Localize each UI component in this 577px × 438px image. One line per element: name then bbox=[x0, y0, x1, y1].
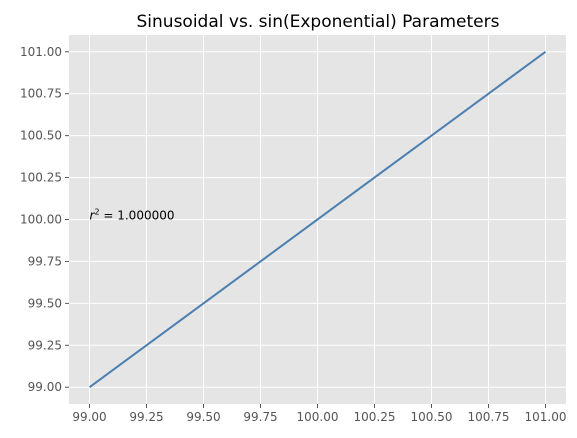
x-tick-label: 99.25 bbox=[129, 410, 163, 424]
y-tick-label: 99.75 bbox=[28, 254, 62, 268]
x-tick-label: 99.00 bbox=[72, 410, 106, 424]
x-tick-label: 100.25 bbox=[353, 410, 395, 424]
y-axis: 99.00 99.25 99.50 99.75 100.00 100.25 100.50 10… bbox=[20, 45, 69, 394]
chart-title: Sinusoidal vs. sin(Exponential) Paramete… bbox=[137, 12, 500, 32]
y-tick-label: 101.00 bbox=[20, 45, 62, 59]
x-tick-label: 101.00 bbox=[524, 410, 566, 424]
y-tick-label: 100.75 bbox=[20, 87, 62, 101]
x-axis: 99.00 99.25 99.50 99.75 100.00 100.25 100.50 10… bbox=[72, 404, 566, 424]
x-tick-label: 100.00 bbox=[297, 410, 339, 424]
y-tick-label: 100.25 bbox=[20, 171, 62, 185]
r-squared-annotation: r2 = 1.000000 bbox=[90, 208, 175, 223]
y-tick-label: 99.00 bbox=[28, 380, 62, 394]
x-tick-label: 100.50 bbox=[410, 410, 452, 424]
y-tick-label: 99.25 bbox=[28, 338, 62, 352]
x-tick-label: 99.50 bbox=[186, 410, 220, 424]
y-tick-label: 100.00 bbox=[20, 213, 62, 227]
y-tick-label: 99.50 bbox=[28, 296, 62, 310]
r-squared-value: = 1.000000 bbox=[100, 209, 175, 223]
y-tick-label: 100.50 bbox=[20, 129, 62, 143]
x-tick-label: 100.75 bbox=[467, 410, 509, 424]
x-tick-label: 99.75 bbox=[243, 410, 277, 424]
